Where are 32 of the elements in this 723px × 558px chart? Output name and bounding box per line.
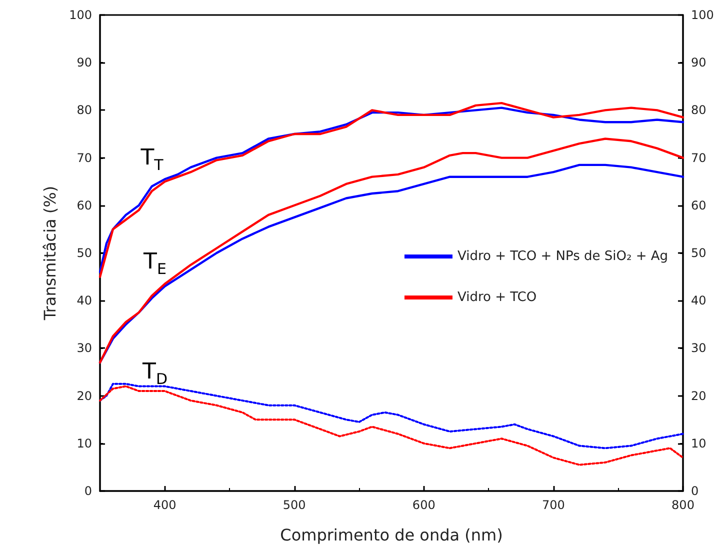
y2-tick-label: 10 <box>691 436 706 450</box>
x-tick-label: 400 <box>153 498 176 512</box>
x-tick-label: 700 <box>542 498 565 512</box>
y-tick-label: 70 <box>76 150 92 165</box>
y-tick-label: 80 <box>76 103 92 118</box>
y-tick-label: 60 <box>76 198 92 212</box>
y2-tick-label: 80 <box>691 103 706 118</box>
y-tick-label: 90 <box>76 56 92 70</box>
y-tick-label: 10 <box>76 436 92 450</box>
x-tick-label: 500 <box>282 498 306 512</box>
y-tick-label: 0 <box>84 484 92 498</box>
y2-tick-label: 0 <box>691 484 699 498</box>
x-axis-title: Comprimento de onda (nm) <box>280 526 503 544</box>
y2-tick-label: 60 <box>691 198 706 212</box>
legend-label: Vidro + TCO + NPs de SiO₂ + Ag <box>457 249 668 264</box>
y2-tick-label: 30 <box>691 341 706 356</box>
y2-tick-label: 90 <box>691 56 706 70</box>
y-tick-label: 40 <box>76 294 92 308</box>
y-tick-label: 100 <box>69 8 92 22</box>
y-tick-label: 30 <box>76 341 92 356</box>
y2-tick-label: 40 <box>691 294 706 308</box>
y-tick-label: 50 <box>76 246 92 260</box>
y2-tick-label: 100 <box>691 8 714 22</box>
y-axis-title: Transmitâcia (%) <box>40 186 60 322</box>
y-tick-label: 20 <box>76 388 92 403</box>
legend-label: Vidro + TCO <box>457 290 537 305</box>
y2-tick-label: 20 <box>691 388 706 403</box>
x-tick-label: 800 <box>672 498 694 512</box>
line-series <box>99 385 684 466</box>
y2-tick-label: 50 <box>691 246 706 260</box>
x-tick-label: 600 <box>412 498 436 512</box>
y2-tick-label: 70 <box>691 150 706 165</box>
